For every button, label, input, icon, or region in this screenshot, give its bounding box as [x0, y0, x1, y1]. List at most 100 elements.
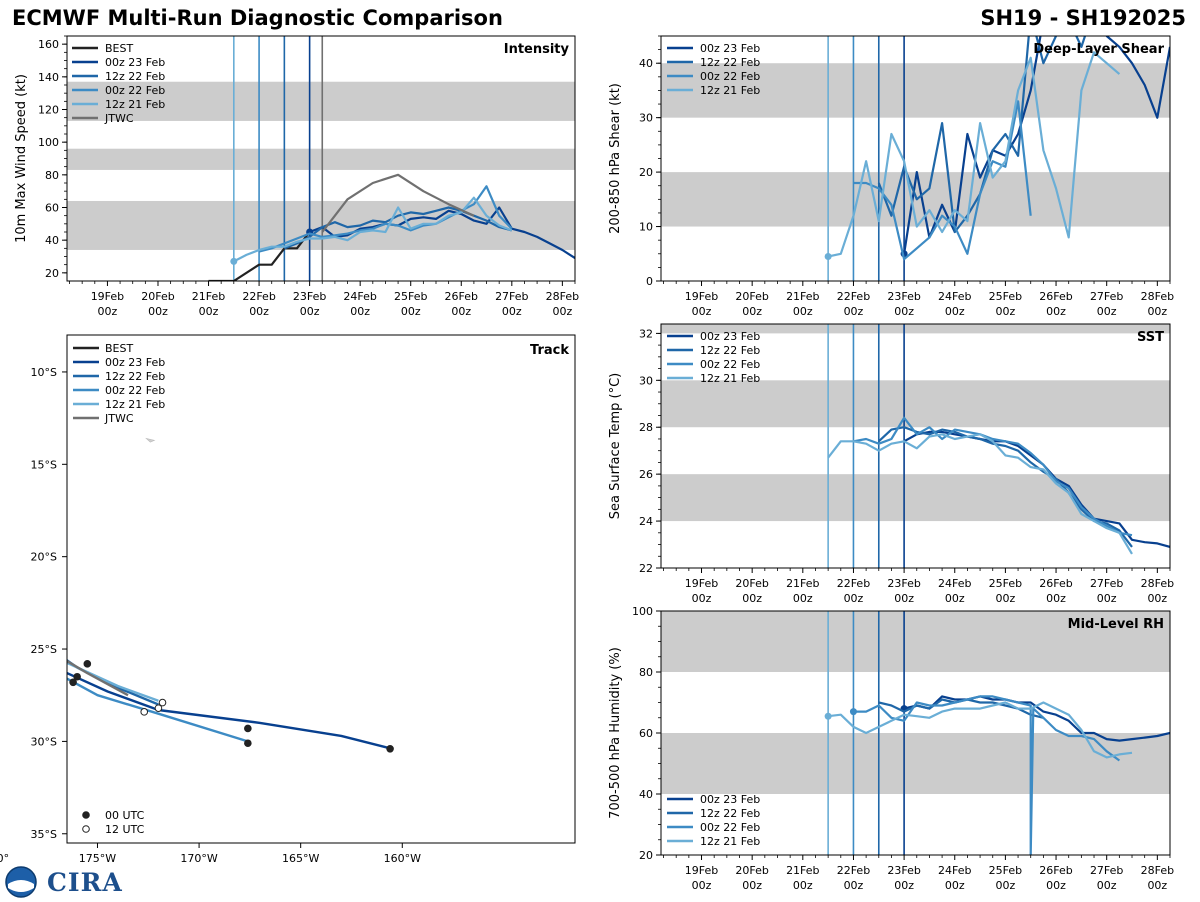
shear-plot-area	[661, 36, 1170, 281]
intensity-x-tick-label: 24Feb	[343, 290, 376, 303]
sst-legend-label-00z-22-feb: 00z 22 Feb	[700, 358, 760, 371]
chart-rh: 19Feb 00z 20Feb 00z 21Feb 00z 22Feb 00z 23Feb 00z…	[608, 605, 1174, 892]
shear-y-tick-label: 40	[639, 57, 653, 70]
track-position-marker-00utc	[83, 660, 92, 668]
track-legend-label-jtwc: JTWC	[104, 412, 134, 425]
sst-x-tick-label: 00z	[1147, 592, 1167, 605]
track-position-marker-00utc	[5, 503, 12, 510]
shear-y-tick-label: 10	[639, 221, 653, 234]
track-position-marker-12utc	[9, 431, 16, 438]
intensity-x-tick-label: 00z	[350, 305, 370, 318]
intensity-x-tick-label: 23Feb	[293, 290, 326, 303]
shear-x-tick-label: 00z	[1147, 305, 1167, 318]
intensity-plot-area	[67, 36, 575, 281]
shear-legend-label-12z-21-feb: 12z 21 Feb	[700, 84, 760, 97]
sst-y-axis-label: Sea Surface Temp (°C)	[608, 373, 623, 520]
sst-x-tick-label: 27Feb	[1090, 577, 1123, 590]
track-position-marker-12utc	[9, 491, 16, 498]
track-position-marker-12utc	[154, 704, 163, 712]
track-x-tick-label: 180°	[0, 852, 9, 865]
intensity-y-tick-label: 160	[38, 38, 59, 51]
rh-x-tick-label: 00z	[996, 879, 1016, 892]
track-position-marker-12utc	[140, 708, 149, 716]
track-marker-legend-label: 12 UTC	[105, 823, 145, 836]
intensity-series-jtwc	[321, 173, 475, 233]
track-land-fiji-vanua-levu	[0, 487, 8, 502]
intensity-y-tick-label: 140	[38, 71, 59, 84]
sst-y-tick-label: 28	[639, 421, 653, 434]
rh-x-tick-label: 28Feb	[1141, 864, 1174, 877]
rh-series-00z-22-feb	[853, 695, 1121, 855]
rh-x-tick-label: 27Feb	[1090, 864, 1123, 877]
shear-x-tick-label: 22Feb	[837, 290, 870, 303]
sst-x-tick-label: 00z	[692, 592, 712, 605]
track-position-marker-00utc	[0, 594, 5, 601]
intensity-y-tick-label: 20	[45, 267, 59, 280]
track-position-marker-12utc	[41, 627, 48, 634]
track-y-tick-label: 25°S	[31, 643, 57, 656]
track-y-tick-label: 10°S	[31, 366, 57, 379]
shear-x-tick-label: 00z	[945, 305, 965, 318]
shear-x-tick-label: 19Feb	[685, 290, 718, 303]
shear-x-tick-label: 00z	[742, 305, 762, 318]
chart-shear: 19Feb 00z 20Feb 00z 21Feb 00z 22Feb 00z 23Feb 00z…	[608, 35, 1174, 318]
rh-legend-label-00z-22-feb: 00z 22 Feb	[700, 821, 760, 834]
track-marker-legend-symbol	[82, 825, 90, 833]
intensity-frame	[66, 35, 576, 282]
intensity-x-tick-label: 27Feb	[495, 290, 528, 303]
track-position-marker-00utc	[17, 470, 24, 477]
rh-x-tick-label: 00z	[844, 879, 864, 892]
track-position-marker-12utc	[13, 559, 20, 566]
rh-x-tick-label: 26Feb	[1039, 864, 1072, 877]
intensity-x-tick-label: 21Feb	[192, 290, 225, 303]
sst-band	[661, 324, 1170, 334]
track-x-tick-label: 170°W	[180, 852, 217, 865]
shear-x-tick-label: 25Feb	[989, 290, 1022, 303]
sst-legend-label-12z-22-feb: 12z 22 Feb	[700, 344, 760, 357]
shear-x-tick-label: 27Feb	[1090, 290, 1123, 303]
shear-x-tick-label: 00z	[1046, 305, 1066, 318]
track-land-lau-islet	[16, 511, 18, 515]
intensity-legend-label-best: BEST	[105, 42, 133, 55]
intensity-y-axis-label: 10m Max Wind Speed (kt)	[14, 74, 29, 243]
track-legend-label-00z-22-feb: 00z 22 Feb	[105, 384, 165, 397]
rh-x-tick-label: 19Feb	[685, 864, 718, 877]
track-y-tick-label: 30°S	[31, 735, 57, 748]
track-position-marker-12utc	[25, 635, 32, 642]
sst-plot-area	[661, 324, 1170, 568]
track-series-00z-23-feb	[67, 671, 393, 750]
track-position-marker-12utc	[15, 491, 22, 498]
shear-legend-label-00z-23-feb: 00z 23 Feb	[700, 42, 760, 55]
rh-y-axis-label: 700-500 hPa Humidity (%)	[608, 647, 623, 819]
intensity-legend-label-jtwc: JTWC	[104, 112, 134, 125]
track-position-marker-00utc	[49, 472, 56, 479]
intensity-x-tick-label: 00z	[552, 305, 572, 318]
track-x-tick-label: 165°W	[282, 852, 319, 865]
shear-x-tick-label: 00z	[692, 305, 712, 318]
intensity-series-best	[208, 231, 311, 281]
intensity-x-tick-label: 22Feb	[242, 290, 275, 303]
rh-start-marker-00z-22-feb	[849, 708, 857, 716]
sst-x-tick-label: 00z	[945, 592, 965, 605]
intensity-y-tick-label: 100	[38, 136, 59, 149]
sst-series-12z-21-feb	[827, 433, 1133, 555]
rh-band	[661, 733, 1170, 794]
track-series-best	[0, 427, 24, 438]
sst-x-tick-label: 00z	[793, 592, 813, 605]
rh-x-tick-label: 22Feb	[837, 864, 870, 877]
sst-x-tick-label: 20Feb	[735, 577, 768, 590]
intensity-legend-label-12z-21-feb: 12z 21 Feb	[105, 98, 165, 111]
sst-y-tick-label: 26	[639, 468, 653, 481]
sst-legend-label-12z-21-feb: 12z 21 Feb	[700, 372, 760, 385]
shear-legend-label-12z-22-feb: 12z 22 Feb	[700, 56, 760, 69]
shear-y-axis-label: 200-850 hPa Shear (kt)	[608, 83, 623, 234]
storm-id: SH19 - SH192025	[980, 6, 1186, 30]
track-position-marker-00utc	[9, 535, 16, 542]
rh-x-tick-label: 00z	[894, 879, 914, 892]
track-position-marker-00utc	[0, 594, 3, 601]
track-title: Track	[530, 343, 569, 358]
track-position-marker-12utc	[49, 433, 56, 440]
track-start-marker-00z-23-feb	[23, 433, 31, 441]
intensity-band	[67, 81, 575, 121]
track-position-marker-12utc	[158, 698, 167, 707]
